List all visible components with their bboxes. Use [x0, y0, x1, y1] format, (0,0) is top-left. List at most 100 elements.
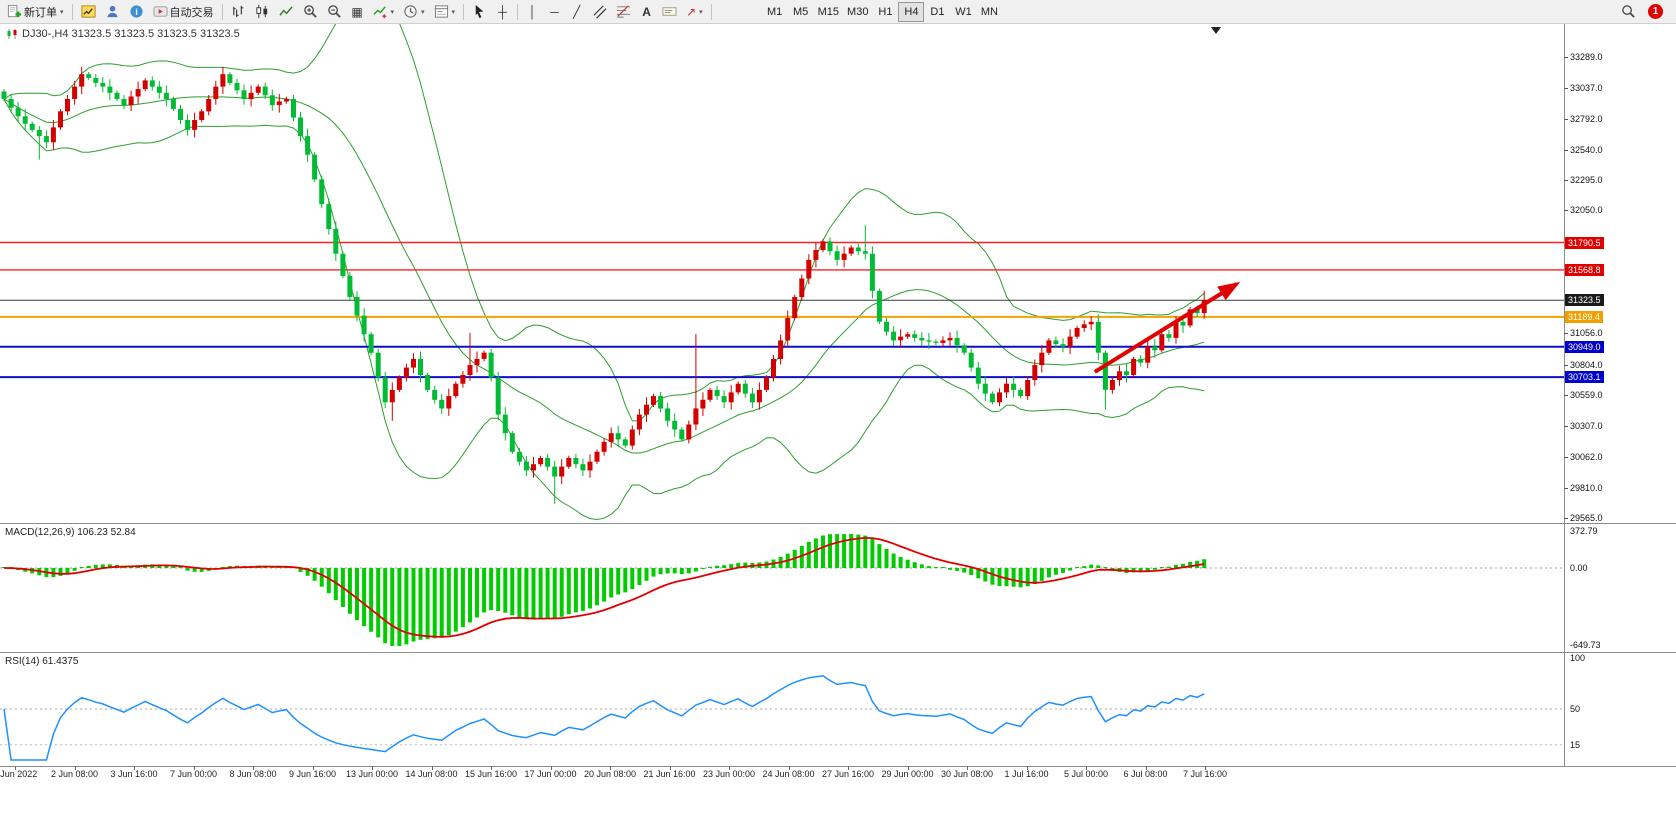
price-axis-tick: 30804.0 — [1570, 359, 1603, 370]
fibonacci-tool-button[interactable] — [612, 2, 635, 22]
timeframe-h1[interactable]: H1 — [872, 2, 898, 22]
tile-windows-icon: ▦ — [351, 4, 363, 19]
price-axis-tick: 32295.0 — [1570, 175, 1603, 186]
timeframe-m15[interactable]: M15 — [814, 2, 843, 22]
timeframe-d1[interactable]: D1 — [924, 2, 950, 22]
text-tool-icon: A — [642, 4, 651, 19]
chevron-down-icon: ▾ — [390, 8, 395, 16]
crosshair-tool-button[interactable]: ┼ — [492, 2, 513, 22]
chevron-down-icon: ▾ — [451, 8, 456, 16]
time-axis-label: 8 Jun 08:00 — [229, 769, 277, 779]
line-chart-type-button[interactable] — [275, 2, 298, 22]
time-axis-label: 24 Jun 08:00 — [762, 769, 815, 779]
rsi-axis-tick: 15 — [1570, 740, 1581, 750]
text-label-icon — [662, 7, 677, 16]
template-icon — [434, 5, 448, 18]
timeframe-w1[interactable]: W1 — [950, 2, 976, 22]
toolbar: 新订单 ▾ i 自动交易 — [0, 0, 1676, 24]
toolbar-divider — [517, 3, 519, 20]
indicators-button[interactable]: ▾ — [369, 2, 399, 22]
time-axis-line — [0, 766, 1676, 767]
price-line-badge[interactable]: 31568.8 — [1565, 263, 1604, 276]
new-order-icon — [7, 4, 22, 18]
toolbar-right-group: 1 — [1617, 2, 1673, 22]
price-line-badge[interactable]: 30703.1 — [1565, 371, 1604, 384]
clock-icon — [404, 5, 417, 18]
price-line-badge[interactable]: 30949.0 — [1565, 340, 1604, 353]
chart-title: DJ30-,H4 31323.5 31323.5 31323.5 31323.5 — [6, 28, 240, 40]
time-axis-label: 2 Jun 08:00 — [50, 769, 99, 779]
panel-separator[interactable] — [0, 523, 1676, 524]
indicators-icon — [372, 6, 386, 19]
trendline-tool-button[interactable]: ╱ — [566, 2, 587, 22]
bar-chart-type-button[interactable] — [227, 2, 250, 22]
zoom-in-button[interactable] — [299, 2, 322, 22]
time-axis-label: 27 Jun 16:00 — [821, 769, 875, 779]
bar-chart-icon — [232, 5, 243, 18]
rsi-axis-tick: 50 — [1570, 704, 1581, 714]
search-button[interactable] — [1617, 2, 1640, 22]
svg-text:i: i — [135, 7, 138, 17]
crosshair-icon: ┼ — [498, 4, 507, 19]
vertical-line-icon: │ — [528, 4, 537, 19]
timeframe-mn[interactable]: MN — [976, 2, 1002, 22]
horizontal-line-icon: ─ — [550, 4, 559, 19]
time-axis-label: 9 Jun 16:00 — [288, 769, 337, 779]
time-axis-label: 6 Jul 08:00 — [1123, 769, 1168, 779]
price-axis-tick: 33289.0 — [1570, 52, 1603, 62]
toolbar-divider — [463, 3, 465, 20]
new-order-button[interactable]: 新订单 ▾ — [3, 2, 68, 22]
tile-windows-button[interactable]: ▦ — [347, 2, 368, 22]
macd-axis-tick: 372.79 — [1570, 526, 1598, 536]
templates-button[interactable]: ▾ — [430, 2, 460, 22]
horizontal-line-tool-button[interactable]: ─ — [544, 2, 565, 22]
chevron-down-icon: ▾ — [699, 8, 703, 16]
arrows-tool-button[interactable]: ↗ ▾ — [682, 2, 707, 22]
time-axis-label: 1 Jul 16:00 — [1004, 769, 1049, 779]
data-window-button[interactable]: i — [125, 2, 148, 22]
trend-arrow[interactable] — [1093, 281, 1241, 374]
price-axis-tick: 32792.0 — [1570, 113, 1603, 124]
rsi-indicator-panel[interactable] — [0, 652, 1564, 766]
cursor-tool-button[interactable] — [468, 2, 491, 22]
search-icon — [1622, 5, 1635, 18]
macd-indicator-panel[interactable] — [0, 523, 1564, 652]
zoom-out-button[interactable] — [323, 2, 346, 22]
market-watch-button[interactable] — [101, 2, 124, 22]
price-axis-tick: 32050.0 — [1570, 205, 1603, 216]
timeframe-m5[interactable]: M5 — [788, 2, 814, 22]
time-axis-label: 13 Jun 00:00 — [345, 769, 399, 779]
autotrading-button[interactable]: 自动交易 — [149, 2, 218, 22]
vertical-line-tool-button[interactable]: │ — [522, 2, 543, 22]
price-axis-tick: 29810.0 — [1570, 482, 1603, 493]
timeframe-m30[interactable]: M30 — [843, 2, 872, 22]
price-axis-tick: 30062.0 — [1570, 451, 1603, 462]
periods-button[interactable]: ▾ — [399, 2, 429, 22]
timeframe-h4[interactable]: H4 — [898, 1, 925, 22]
price-line-badge[interactable]: 31790.5 — [1565, 236, 1604, 249]
main-price-chart[interactable] — [0, 24, 1564, 523]
person-icon — [106, 5, 118, 18]
price-line-badge[interactable]: 31189.4 — [1565, 310, 1603, 323]
cursor-icon — [475, 4, 484, 19]
time-axis-label: 21 Jun 16:00 — [643, 769, 696, 779]
toolbar-divider — [710, 3, 712, 20]
chart-shift-marker-icon[interactable] — [1211, 27, 1221, 34]
panel-separator[interactable] — [0, 652, 1676, 653]
time-axis-label: 7 Jul 16:00 — [1182, 769, 1228, 779]
rsi-label: RSI(14) 61.4375 — [5, 656, 79, 667]
price-line-badge[interactable]: 31323.5 — [1565, 294, 1604, 307]
text-tool-button[interactable]: A — [636, 2, 657, 22]
channel-tool-button[interactable] — [588, 2, 611, 22]
text-label-tool-button[interactable] — [658, 2, 681, 22]
timeframe-m1[interactable]: M1 — [762, 2, 788, 22]
candlestick-chart-type-button[interactable] — [251, 2, 274, 22]
notification-badge[interactable]: 1 — [1648, 4, 1663, 19]
trendline-icon: ╱ — [572, 4, 581, 19]
price-axis-border — [1564, 24, 1565, 766]
time-axis-label: 30 Jun 08:00 — [940, 769, 994, 779]
info-circle-icon: i — [129, 5, 143, 18]
toolbar-divider — [221, 3, 223, 20]
new-chart-button[interactable] — [77, 2, 100, 22]
